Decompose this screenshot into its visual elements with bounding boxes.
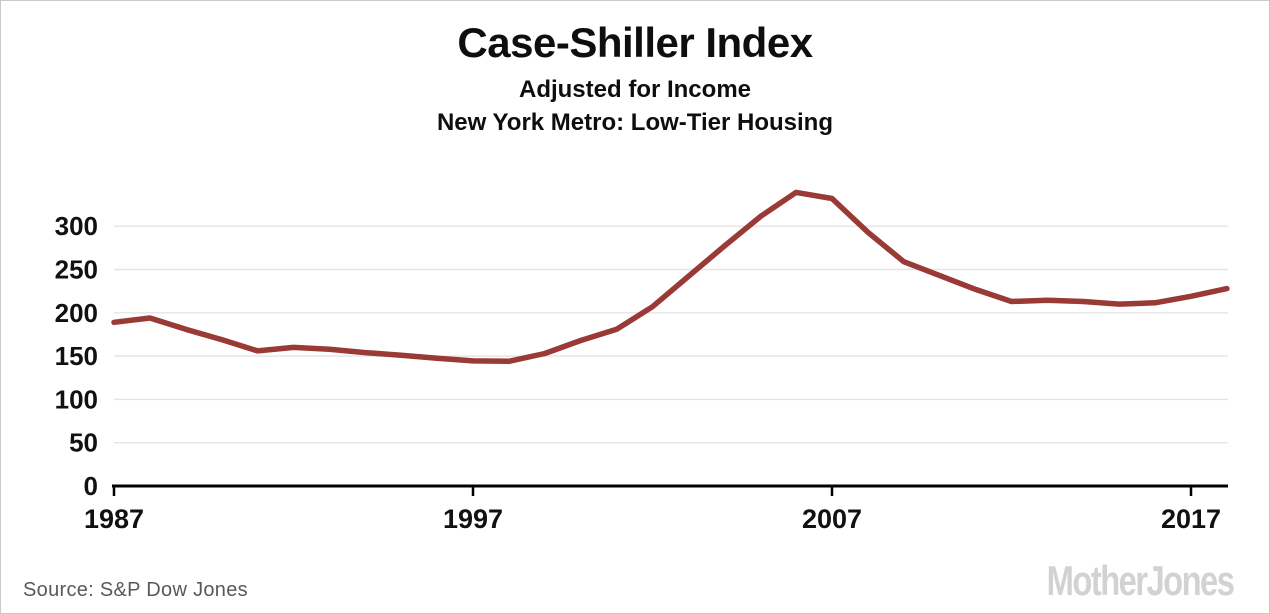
subtitle-line-2: New York Metro: Low-Tier Housing <box>436 109 834 136</box>
y-tick-label: 150 <box>55 341 98 371</box>
y-tick-label: 0 <box>84 471 98 501</box>
y-tick-label: 100 <box>55 384 98 414</box>
y-tick-label: 200 <box>55 298 98 328</box>
x-tick-label: 2007 <box>802 504 862 534</box>
y-tick-label: 50 <box>69 428 98 458</box>
source-note: Source: S&P Dow Jones <box>23 579 248 601</box>
chart-subtitle: Adjusted for Income New York Metro: Low-… <box>1 73 1269 139</box>
x-tick-label: 1997 <box>443 504 503 534</box>
y-tick-label: 300 <box>55 211 98 241</box>
subtitle-line-1: Adjusted for Income <box>518 76 752 103</box>
chart-title: Case-Shiller Index <box>457 19 813 66</box>
mother-jones-logo: MotherJones <box>1046 557 1234 604</box>
x-tick-label: 2017 <box>1161 504 1221 534</box>
x-tick-label: 1987 <box>84 504 144 534</box>
data-line <box>111 189 1230 365</box>
y-tick-label: 250 <box>55 255 98 285</box>
